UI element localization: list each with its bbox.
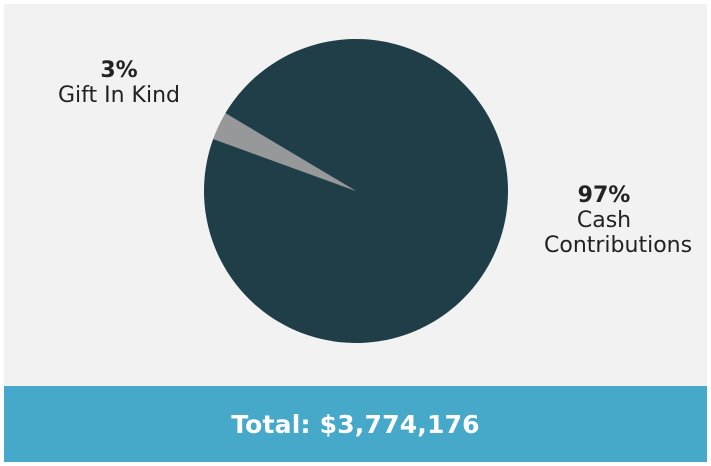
slice-label-cash-contributions: 97% Cash Contributions <box>529 183 693 258</box>
pie-slice-cash-contributions <box>203 38 508 343</box>
slice-percent-cash-contributions: 97% <box>577 183 631 208</box>
slice-name-cash-contributions: Cash Contributions <box>544 208 693 258</box>
slice-label-gift-in-kind: 3% Gift In Kind <box>44 58 194 108</box>
pie-slice-gift-in-kind <box>213 113 356 191</box>
pie-chart <box>203 38 508 343</box>
total-amount: Total: $3,774,176 <box>231 409 480 439</box>
slice-percent-gift-in-kind: 3% <box>100 58 138 83</box>
chart-card: 3% Gift In Kind 97% Cash Contributions T… <box>4 4 707 462</box>
slice-name-gift-in-kind: Gift In Kind <box>57 83 180 108</box>
total-banner: Total: $3,774,176 <box>4 386 707 462</box>
